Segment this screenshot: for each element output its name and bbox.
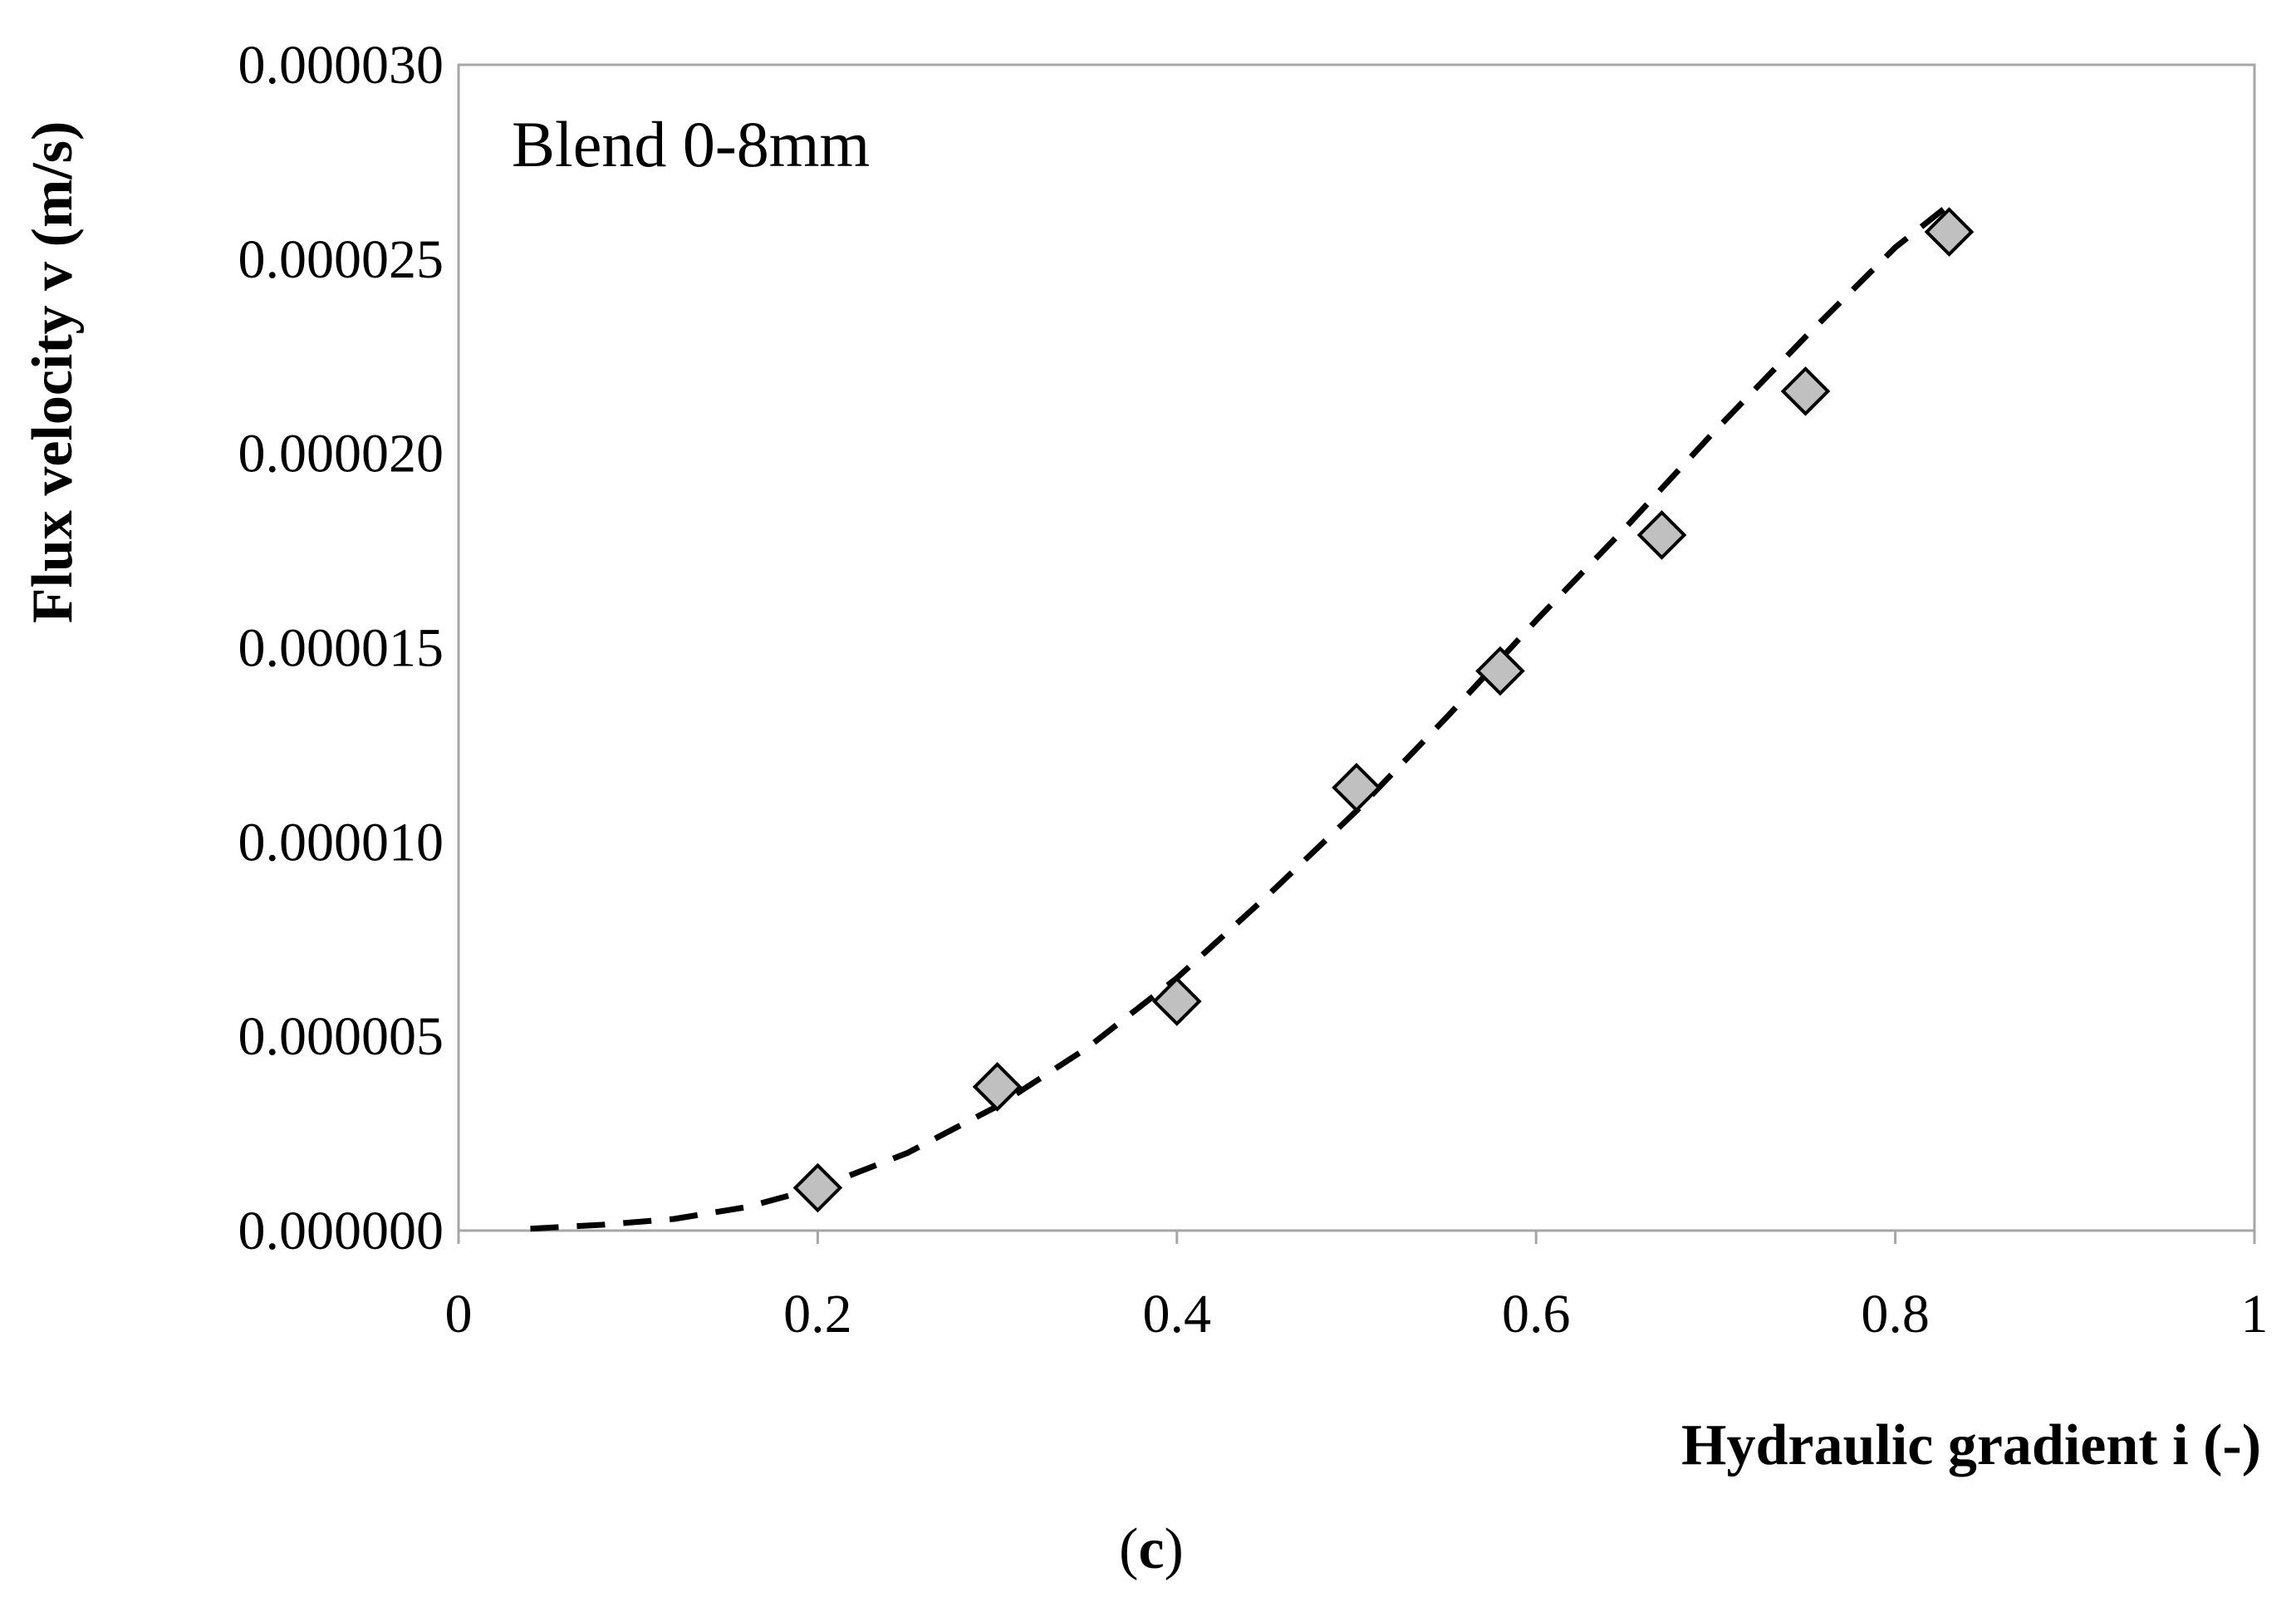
data-point-marker [1924,207,1975,257]
x-tick-label: 0.6 [1502,1284,1571,1344]
data-point-marker [1475,646,1525,696]
data-point-marker [1151,976,1202,1026]
figure-caption-letter: c [1138,1517,1164,1581]
y-tick-label: 0.000030 [238,35,444,96]
data-point-marker [1332,763,1381,813]
y-tick-label: 0.000000 [238,1201,444,1261]
plot-area-border [457,63,2256,1232]
y-axis-tick-labels: 0.000000 0.000005 0.000010 0.000015 0.000020… [238,35,444,1261]
x-axis-title: Hydraulic gradient i (-) [1681,1413,2261,1477]
data-point-marker [1636,510,1687,560]
trendline [530,202,1951,1232]
x-axis-tick-labels: 0 0.2 0.4 0.6 0.8 1 [445,1284,2269,1344]
x-tick-label: 0.2 [783,1284,852,1344]
y-tick-label: 0.000025 [238,229,444,290]
y-tick-label: 0.000015 [238,618,444,679]
chart-annotation: Blend 0-8mm [512,108,870,180]
figure-caption: (c) [1119,1517,1184,1581]
data-points [792,207,1975,1213]
y-tick-label: 0.000020 [238,424,444,484]
x-tick-label: 0.8 [1861,1284,1930,1344]
x-axis-ticks [457,1231,2256,1244]
y-tick-label: 0.000005 [238,1006,444,1067]
y-axis-title: Flux velocity v (m/s) [21,121,85,624]
y-tick-label: 0.000010 [238,812,444,872]
data-point-marker [972,1062,1023,1112]
x-tick-label: 0 [445,1284,473,1344]
x-tick-label: 1 [2241,1284,2269,1344]
data-point-marker [792,1162,843,1213]
x-tick-label: 0.4 [1143,1284,1212,1344]
data-point-marker [1780,366,1831,416]
